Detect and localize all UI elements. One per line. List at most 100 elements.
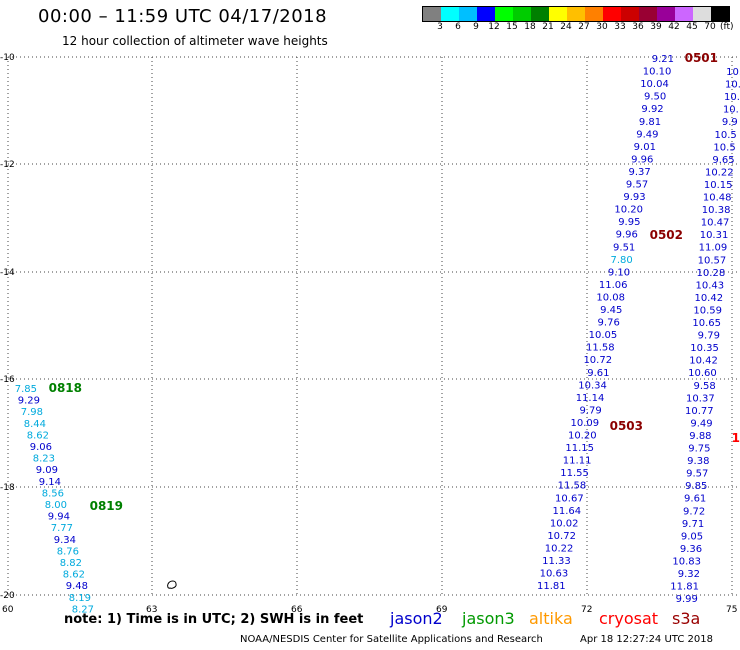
track-c-value: 7.85: [15, 384, 37, 395]
track-a-value: 11.06: [599, 280, 628, 291]
track-a-value: 10.20: [568, 431, 597, 442]
track-b-value: 10.43: [696, 280, 725, 291]
credit-line: NOAA/NESDIS Center for Satellite Applica…: [240, 634, 543, 645]
track-a-value: 10.20: [614, 205, 643, 216]
track-b-value: 10.31: [700, 230, 729, 241]
pass-label: 0819: [90, 499, 123, 513]
track-b-value: 9.05: [681, 531, 703, 542]
legend-label: 70: [704, 22, 716, 32]
legend-label: 15: [506, 22, 518, 32]
track-a-value: 9.79: [579, 405, 601, 416]
track-b-value: 9.61: [684, 494, 706, 505]
legend-swatch: [693, 7, 711, 21]
track-a-value: 9.37: [629, 167, 651, 178]
legend-swatch: [423, 7, 441, 21]
track-b-value: 10.5: [714, 130, 736, 141]
track-a-value: 9.76: [598, 318, 620, 329]
lon-tick-label: 66: [291, 605, 303, 615]
track-a-value: 11.58: [558, 481, 587, 492]
track-b-value: 9.79: [698, 331, 720, 342]
track-b-value: 9.85: [685, 481, 707, 492]
track-b-value: 9.65: [712, 155, 734, 166]
legend-unit: (ft): [720, 22, 734, 32]
legend-swatch: [675, 7, 693, 21]
track-b-value: 10.: [725, 80, 740, 91]
lon-tick-label: 69: [436, 605, 448, 615]
track-b-value: 9.99: [676, 594, 698, 605]
track-b-value: 11.81: [670, 582, 699, 593]
track-a-value: 7.80: [610, 255, 632, 266]
track-b-value: 10.48: [703, 193, 732, 204]
track-c-value: 8.76: [57, 546, 79, 557]
track-b-value: 10.15: [704, 180, 733, 191]
lat-tick-label: -16: [0, 375, 15, 385]
legend-swatch: [657, 7, 675, 21]
legend-swatch: [477, 7, 495, 21]
track-a-value: 11.58: [586, 343, 615, 354]
legend-swatch: [513, 7, 531, 21]
track-a-value: 9.93: [623, 192, 645, 203]
track-b-value: 10.60: [688, 368, 717, 379]
track-c-value: 8.23: [33, 454, 55, 465]
track-a-value: 9.57: [626, 180, 648, 191]
legend-swatch: [585, 7, 603, 21]
pass-label: 1: [732, 431, 740, 445]
track-a-value: 9.95: [618, 217, 640, 228]
legend-label: 39: [650, 22, 662, 32]
track-c-value: 8.56: [42, 488, 64, 499]
legend-swatch: [567, 7, 585, 21]
track-a-value: 10.05: [589, 330, 618, 341]
track-a-value: 9.50: [644, 92, 666, 103]
legend-label: 9: [473, 22, 479, 32]
track-b-value: 9.38: [687, 456, 709, 467]
track-c-value: 7.98: [21, 407, 43, 418]
lat-tick-label: -10: [0, 53, 15, 63]
legend-label: 36: [632, 22, 644, 32]
legend-swatch: [441, 7, 459, 21]
lon-tick-label: 72: [581, 605, 592, 615]
lon-tick-label: 75: [726, 605, 737, 615]
legend-swatch: [531, 7, 549, 21]
legend-label: 27: [578, 22, 590, 32]
legend-label: 18: [524, 22, 536, 32]
track-a-value: 10.04: [640, 79, 669, 90]
track-a-value: 9.10: [608, 267, 630, 278]
legend-label: 24: [560, 22, 572, 32]
track-c-value: 9.09: [36, 465, 58, 476]
track-a-value: 10.34: [578, 380, 607, 391]
legend-swatch: [639, 7, 657, 21]
track-c-value: 8.19: [69, 593, 91, 604]
footer-note: note: 1) Time is in UTC; 2) SWH is in fe…: [64, 612, 364, 627]
color-legend: [422, 6, 730, 22]
track-b-value: 10.: [723, 105, 739, 116]
legend-label: 6: [455, 22, 461, 32]
track-b-value: 10.77: [685, 406, 714, 417]
track-b-value: 9.9: [722, 117, 738, 128]
lat-tick-label: -12: [0, 160, 15, 170]
track-b-value: 9.32: [678, 569, 700, 580]
track-a-value: 9.21: [652, 54, 674, 65]
track-a-value: 10.22: [545, 543, 574, 554]
track-a-value: 10.09: [571, 418, 600, 429]
track-a-value: 10.72: [583, 355, 612, 366]
track-c-value: 8.44: [24, 419, 46, 430]
track-b-value: 10.: [726, 67, 740, 78]
track-c-value: 7.77: [51, 523, 73, 534]
track-a-value: 10.67: [555, 493, 584, 504]
track-a-value: 11.14: [576, 393, 605, 404]
legend-label: 21: [542, 22, 554, 32]
pass-label: 0501: [685, 51, 718, 65]
track-c-value: 9.34: [54, 535, 76, 546]
track-a-value: 10.08: [596, 292, 625, 303]
track-a-value: 9.96: [616, 230, 638, 241]
track-b-value: 9.75: [688, 444, 710, 455]
legend-label: 42: [668, 22, 680, 32]
track-b-value: 10.28: [697, 268, 726, 279]
legend-swatch: [459, 7, 477, 21]
pass-label: 0502: [650, 228, 683, 242]
satellite-jason2: jason2: [390, 609, 443, 628]
track-c-value: 8.62: [27, 430, 49, 441]
track-b-value: 10.47: [701, 218, 730, 229]
track-a-value: 10.63: [540, 569, 569, 580]
lon-tick-label: 63: [146, 605, 157, 615]
